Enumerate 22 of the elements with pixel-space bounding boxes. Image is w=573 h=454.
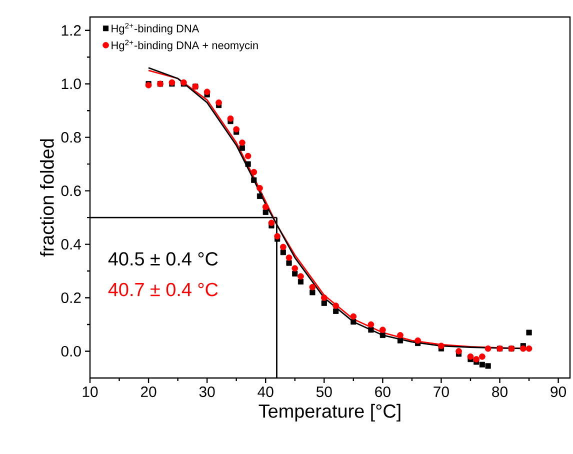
x-tick-label: 70 [434,386,449,398]
legend-label: Hg$^{2+}$-binding DNA + neomycin [112,40,258,52]
x-axis-title: Temperature [°C] [258,404,400,422]
y-tick-label: 0.8 [61,132,81,143]
x-tick-label: 80 [492,386,508,398]
x-tick-label: 90 [550,386,566,398]
y-tick-label: 1.2 [62,25,81,36]
x-tick-label: 10 [82,386,98,398]
annotation: 40.5 ± 0.4 °C [108,252,218,266]
x-tick-label: 50 [316,386,332,398]
y-tick-label: 0.2 [61,292,81,304]
y-tick-label: 0.0 [61,346,81,357]
y-tick-label: 1.0 [62,78,81,90]
x-tick-label: 40 [258,386,274,398]
x-tick-label: 30 [199,386,215,398]
annotation: 40.7 ± 0.4 °C [108,282,218,296]
x-tick-label: 60 [375,386,390,398]
x-tick-label: 20 [140,386,156,398]
y-axis-title: fraction folded [40,139,54,257]
y-tick-label: 0.4 [61,239,82,250]
legend-label: Hg$^{2+}$-binding DNA [112,22,200,35]
y-tick-label: 0.6 [61,186,81,196]
